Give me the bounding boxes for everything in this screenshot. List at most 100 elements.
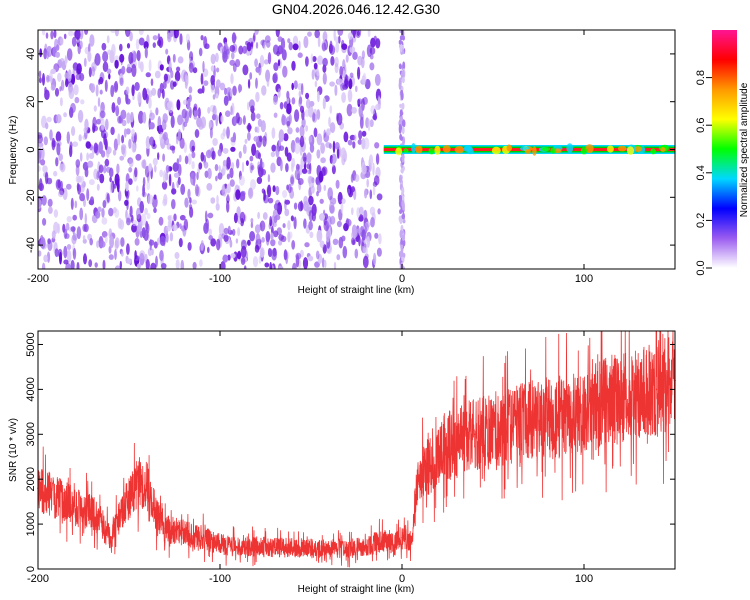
spectrogram-cell [215, 114, 218, 127]
spectrogram-cell [358, 206, 364, 215]
spectrogram-cell [48, 206, 53, 214]
spectrogram-cell [339, 66, 343, 77]
y-tick-label: 4000 [25, 377, 37, 401]
spectrogram-cell [182, 99, 188, 106]
snr-plot: -200 -100 0 100 0 1000 2000 3000 4000 5000 Heigh… [8, 330, 676, 595]
spectrogram-cell [340, 147, 347, 160]
spectrogram-cell [65, 78, 69, 88]
snr-frame [37, 330, 676, 570]
spectrogram-cell [55, 131, 62, 143]
spectrogram-cell [70, 73, 76, 85]
spectrogram-cell [225, 110, 231, 117]
spectrogram-cell [279, 102, 284, 110]
spectrogram-cell [247, 239, 251, 246]
spectrogram-cell [41, 195, 47, 206]
spectrogram-cell [102, 200, 107, 209]
spectrogram-cell [321, 166, 328, 176]
spectrogram-cell [120, 237, 125, 247]
spectrogram-cell [247, 78, 251, 89]
spectrogram-cell [165, 164, 170, 174]
spectrogram-cell [335, 36, 339, 44]
spectrogram-cell [282, 65, 288, 78]
spectrogram-cell [360, 56, 365, 69]
spectrogram-cell [157, 39, 162, 47]
spectrogram-cell [188, 204, 193, 210]
spectrogram-cell [230, 73, 234, 85]
y-tick-label: -40 [25, 237, 37, 253]
spectrogram-cell [104, 235, 108, 244]
spectrogram-cell [311, 69, 315, 80]
spectrogram-cell [128, 52, 134, 65]
spectrogram-cell [130, 111, 134, 123]
spectrogram-cell [361, 50, 365, 60]
spectrogram-cell [238, 83, 241, 94]
spectrogram-cell [92, 116, 97, 129]
spectrogram-cell [347, 76, 350, 82]
spectrogram-cell [163, 73, 168, 82]
spectrogram-cell [117, 96, 122, 106]
spectrogram-cell [101, 42, 107, 51]
chart-title: GN04.2026.046.12.42.G30 [272, 1, 440, 17]
spectrogram-cell [75, 159, 81, 168]
spectrogram-cell [367, 30, 371, 37]
y-tick-label: 2000 [25, 467, 37, 491]
spectrogram-cell [376, 247, 382, 257]
spectrogram-cell [208, 235, 213, 241]
spectrogram-cell [126, 243, 130, 255]
spectrogram-cell [314, 30, 320, 39]
snr-data-point [110, 536, 112, 539]
spectrogram-cell [307, 31, 312, 37]
spectrogram-cell [316, 109, 321, 120]
snr-data-point [219, 543, 221, 546]
spectrogram-cell [285, 163, 289, 173]
spectrogram-cell [50, 30, 54, 40]
spectrogram-cell [399, 109, 403, 117]
spectrogram-cell [175, 30, 179, 38]
spectrogram-cell [229, 59, 236, 66]
spectrogram-cell [89, 238, 93, 246]
spectrogram-cell [43, 254, 48, 263]
y-tick-label: 5000 [25, 332, 37, 356]
spectrogram-cell [63, 33, 67, 40]
spectrogram-cell [38, 165, 41, 172]
spectrogram-cell [177, 163, 182, 177]
spectrogram-cell [332, 140, 336, 154]
spectrogram-cell [175, 259, 180, 269]
spectrogram-cell [314, 80, 318, 88]
spectrogram-cell [149, 136, 155, 146]
spectrogram-cell [38, 250, 42, 257]
spectrogram-cell [125, 128, 131, 135]
snr-data-point [310, 547, 312, 550]
spectrogram-cell [188, 62, 194, 73]
spectrogram-cell [82, 235, 86, 241]
y-tick-label: 0 [25, 146, 37, 152]
spectrogram-cell [184, 155, 189, 165]
spectrogram-cell [317, 90, 320, 103]
spectrogram-cell [215, 79, 221, 88]
spectrogram-cell [308, 210, 314, 222]
signal-blob [525, 149, 531, 154]
spectrogram-cell [215, 203, 220, 211]
spectrogram-cell [142, 111, 147, 124]
spectrogram-cell [177, 128, 182, 142]
snr-data-point [510, 424, 512, 427]
spectrogram-cell [352, 141, 356, 149]
spectrogram-cell [248, 99, 255, 109]
spectrogram-cell [399, 229, 403, 239]
spectrogram-cell [259, 247, 265, 258]
spectrogram-cell [294, 109, 300, 122]
spectrogram-cell [280, 37, 286, 51]
spectrogram-cell [270, 239, 276, 247]
spectrogram-cell [44, 171, 49, 185]
spectrogram-cell [323, 259, 327, 269]
spectrogram-cell [95, 211, 101, 219]
spectrogram-cell [108, 73, 111, 80]
spectrogram-cell [207, 168, 212, 180]
spectrogram-cell [126, 258, 132, 265]
spectrogram-cell [40, 159, 46, 166]
spectrogram-cell [179, 137, 185, 149]
snr-data-point [273, 546, 276, 549]
snr-data-point [255, 545, 258, 548]
spectrogram-cell [101, 217, 108, 225]
spectrogram-cell [73, 84, 79, 96]
